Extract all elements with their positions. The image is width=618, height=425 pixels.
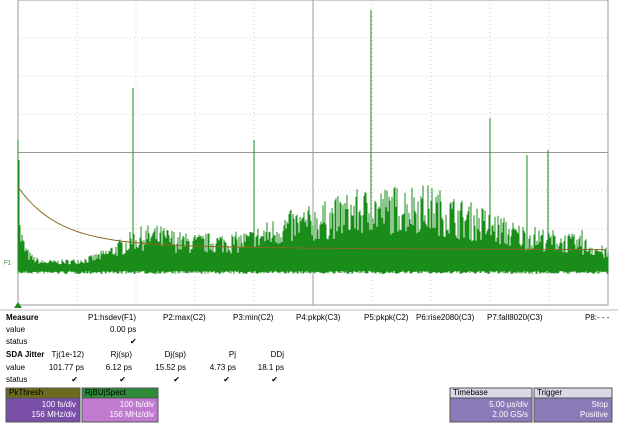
row-label: value xyxy=(6,363,26,372)
column-header: Tj(1e-12) xyxy=(52,350,85,359)
row-label: status xyxy=(6,375,27,384)
reference-trace xyxy=(17,186,606,251)
panel-line: Stop xyxy=(592,400,609,409)
panel-title: PkThresh xyxy=(9,388,43,397)
column-header: P3:min(C2) xyxy=(233,313,274,322)
panel-line: 156 MHz/div xyxy=(32,410,76,419)
panel-line: 156 MHz/div xyxy=(110,410,154,419)
status-check: ✔ xyxy=(119,375,126,384)
jitter-value: 6.12 ps xyxy=(106,363,132,372)
column-header: P2:max(C2) xyxy=(163,313,206,322)
column-header: DDj xyxy=(271,350,285,359)
trigger-marker xyxy=(14,302,22,308)
panel-body-bg xyxy=(5,397,81,423)
panel-title: Timebase xyxy=(453,388,488,397)
jitter-value: 18.1 ps xyxy=(258,363,284,372)
panel-title: Trigger xyxy=(537,388,562,397)
column-header: P5:pkpk(C2) xyxy=(364,313,409,322)
panel-line: 5.00 µs/div xyxy=(489,400,528,409)
panel-line: 100 fs/div xyxy=(120,400,154,409)
column-header: P6:rise2080(C3) xyxy=(416,313,475,322)
status-check: ✔ xyxy=(223,375,230,384)
measure-value: 0.00 ps xyxy=(110,325,136,334)
panel-body-bg xyxy=(81,397,159,423)
table-title: Measure xyxy=(6,313,39,322)
panel-line: Positive xyxy=(580,410,609,419)
panel-line: 100 fs/div xyxy=(42,400,76,409)
column-header: Rj(sp) xyxy=(111,350,133,359)
column-header: P4:pkpk(C3) xyxy=(296,313,341,322)
column-header: Dj(sp) xyxy=(165,350,187,359)
column-header: P7:fall8020(C3) xyxy=(487,313,543,322)
panel-body-bg xyxy=(449,397,533,423)
column-header: P8:- - - xyxy=(585,313,610,322)
status-check: ✔ xyxy=(173,375,180,384)
status-check: ✔ xyxy=(130,337,137,346)
table-title: SDA Jitter xyxy=(6,350,44,359)
row-label: status xyxy=(6,337,27,346)
status-check: ✔ xyxy=(71,375,78,384)
column-header: Pj xyxy=(229,350,236,359)
column-header: P1:hsdev(F1) xyxy=(88,313,136,322)
row-label: value xyxy=(6,325,26,334)
status-check: ✔ xyxy=(271,375,278,384)
panel-body-bg xyxy=(533,397,613,423)
panel-line: 2.00 GS/s xyxy=(492,410,528,419)
jitter-value: 15.52 ps xyxy=(155,363,186,372)
jitter-value: 101.77 ps xyxy=(49,363,84,372)
waveform xyxy=(17,10,609,274)
panel-title: RjBUjSpect xyxy=(85,388,127,397)
jitter-value: 4.73 ps xyxy=(210,363,236,372)
trace-label: F1 xyxy=(4,261,12,267)
